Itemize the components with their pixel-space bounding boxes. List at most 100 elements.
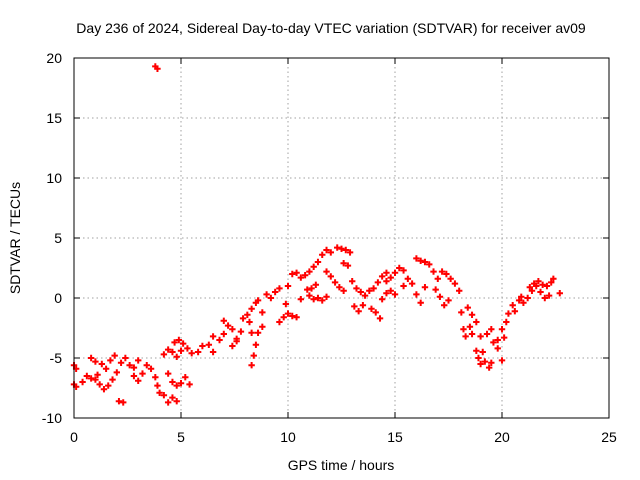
data-point xyxy=(447,275,454,282)
data-point xyxy=(209,348,217,356)
data-point xyxy=(130,364,138,371)
data-point xyxy=(267,294,275,302)
data-point xyxy=(438,268,446,275)
data-point xyxy=(488,326,495,333)
data-point xyxy=(490,339,497,346)
data-point xyxy=(353,285,360,292)
data-point xyxy=(466,323,474,330)
chart-title: Day 236 of 2024, Sidereal Day-to-day VTE… xyxy=(76,20,586,36)
data-point xyxy=(177,347,185,354)
data-point xyxy=(383,290,390,297)
data-point xyxy=(528,287,536,294)
data-point xyxy=(383,278,390,285)
grid xyxy=(74,58,609,418)
data-point xyxy=(483,330,491,338)
data-point xyxy=(475,354,482,362)
data-point xyxy=(147,365,155,372)
data-point xyxy=(276,285,283,292)
data-point xyxy=(351,303,358,310)
data-point xyxy=(169,378,176,386)
data-point xyxy=(543,282,551,290)
data-point xyxy=(370,285,377,292)
data-point xyxy=(378,296,386,303)
data-point xyxy=(477,360,484,368)
data-point xyxy=(115,398,123,405)
data-point xyxy=(500,334,508,341)
y-tick-label: 15 xyxy=(46,110,62,126)
data-point xyxy=(462,333,469,340)
data-point xyxy=(327,273,334,280)
data-point xyxy=(556,290,563,297)
data-point xyxy=(205,341,213,348)
data-point xyxy=(259,309,266,316)
data-point xyxy=(171,339,178,346)
data-point xyxy=(284,310,292,317)
data-point xyxy=(143,362,150,369)
data-point xyxy=(301,272,309,279)
data-point xyxy=(323,268,330,275)
data-point xyxy=(248,329,255,336)
data-point xyxy=(293,269,300,276)
data-point xyxy=(396,264,403,272)
data-point xyxy=(173,382,180,389)
data-point xyxy=(545,292,553,299)
data-point xyxy=(130,372,138,380)
data-point xyxy=(169,348,176,356)
data-point xyxy=(338,245,345,252)
data-point xyxy=(224,322,232,329)
data-point xyxy=(109,376,116,383)
data-point xyxy=(445,297,452,304)
data-point xyxy=(98,360,106,368)
data-point xyxy=(458,309,465,316)
data-point xyxy=(100,386,108,393)
data-point xyxy=(443,270,450,278)
data-point xyxy=(331,279,339,286)
data-point xyxy=(468,311,476,318)
data-point xyxy=(404,275,412,282)
data-point xyxy=(164,370,172,377)
data-point xyxy=(276,318,283,326)
data-point xyxy=(164,346,172,353)
data-point xyxy=(306,292,313,299)
data-point xyxy=(387,274,394,281)
data-point xyxy=(246,318,253,326)
x-axis-label: GPS time / hours xyxy=(288,457,395,473)
data-point xyxy=(436,293,444,300)
data-point xyxy=(535,278,542,285)
y-tick-label: 5 xyxy=(54,230,62,246)
data-point xyxy=(494,336,501,344)
data-point xyxy=(111,352,118,359)
data-point xyxy=(184,345,191,352)
data-point xyxy=(248,305,255,312)
data-point xyxy=(524,294,531,302)
data-point xyxy=(248,362,255,369)
data-point xyxy=(94,371,101,378)
data-point xyxy=(156,389,163,396)
data-point xyxy=(441,302,448,309)
y-tick-label: 20 xyxy=(46,50,62,66)
data-point xyxy=(421,258,429,266)
data-point xyxy=(383,269,390,276)
data-point xyxy=(413,291,420,298)
data-point xyxy=(209,333,217,340)
data-point xyxy=(289,312,296,320)
data-point xyxy=(518,293,525,300)
data-point xyxy=(83,372,91,380)
data-point xyxy=(505,310,512,317)
data-point xyxy=(280,314,287,321)
data-point xyxy=(293,314,300,321)
data-point xyxy=(509,302,516,309)
data-point xyxy=(117,359,125,366)
x-tick-label: 15 xyxy=(387,429,403,445)
data-point xyxy=(530,280,538,287)
data-point xyxy=(408,280,416,287)
data-point xyxy=(160,392,168,399)
data-point xyxy=(498,326,506,333)
data-point xyxy=(541,294,548,302)
data-point xyxy=(297,296,305,303)
data-point xyxy=(229,342,236,350)
data-point xyxy=(340,287,347,294)
data-point xyxy=(464,304,471,311)
data-point xyxy=(96,381,103,388)
data-point xyxy=(481,358,489,365)
